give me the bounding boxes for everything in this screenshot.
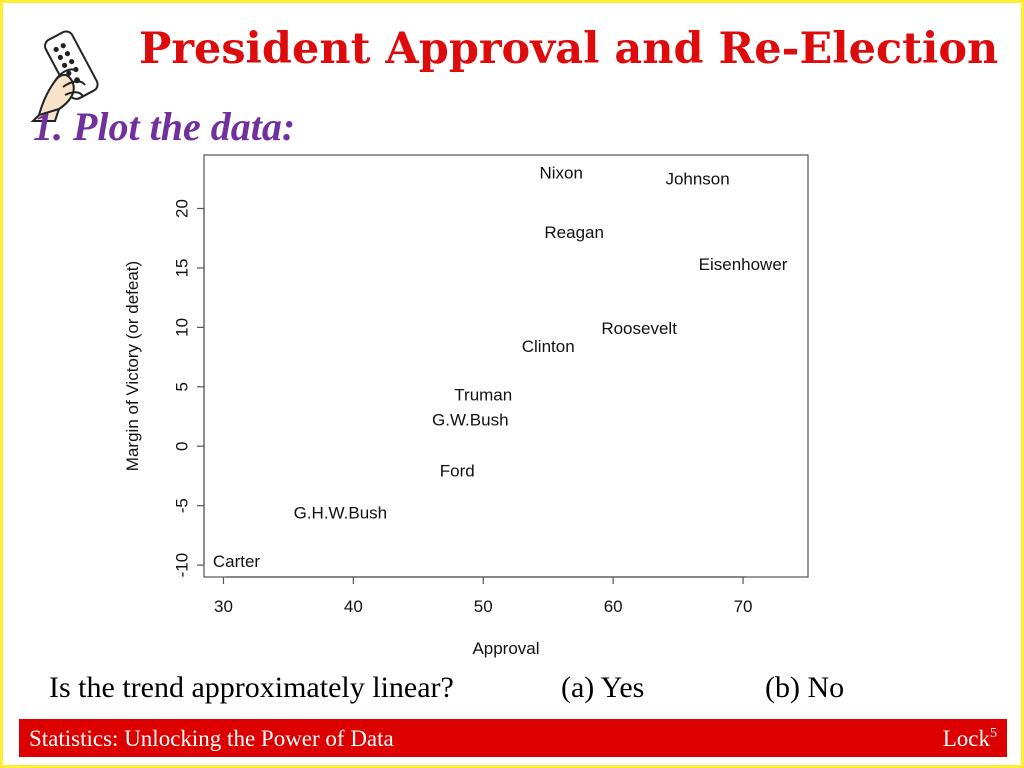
option-b: (b) No [765, 671, 845, 704]
section-subtitle: 1. Plot the data: [33, 104, 296, 149]
footer-course-title: Statistics: Unlocking the Power of Data [29, 726, 394, 751]
y-tick-label: 0 [173, 442, 192, 451]
x-axis-ticks: 30 40 50 60 70 [214, 577, 753, 616]
data-point-label: Carter [213, 552, 261, 571]
data-point-label: Roosevelt [601, 319, 677, 338]
data-points: Nixon Johnson Reagan Eisenhower Roosevelt Cli… [213, 163, 788, 571]
data-point-label: G.H.W.Bush [294, 503, 388, 522]
data-point-label: Johnson [665, 169, 729, 188]
data-point-label: Ford [440, 462, 475, 481]
x-tick-label: 40 [344, 597, 363, 616]
x-tick-label: 50 [474, 597, 493, 616]
x-tick-label: 70 [734, 597, 753, 616]
y-tick-label: 15 [173, 258, 192, 277]
x-tick-label: 30 [214, 597, 233, 616]
y-tick-label: -10 [173, 553, 192, 578]
x-axis-label: Approval [472, 639, 539, 658]
footer-author: Lock5 [943, 725, 997, 753]
y-axis-ticks: -10 -5 0 5 10 15 20 [173, 199, 204, 578]
footer-bar: Statistics: Unlocking the Power of Data … [19, 719, 1007, 757]
page-title: President Approval and Re-Election [139, 24, 999, 74]
x-tick-label: 60 [604, 597, 623, 616]
y-tick-label: 20 [173, 199, 192, 218]
data-point-label: Clinton [522, 337, 575, 356]
data-point-label: Eisenhower [699, 255, 788, 274]
question-text: Is the trend approximately linear? [49, 671, 454, 704]
y-axis-label: Margin of Victory (or defeat) [123, 261, 142, 471]
scatter-chart: 30 40 50 60 70 -10 -5 0 5 10 15 20 Nixon Johnson Rea… [123, 154, 809, 658]
footer-author-name: Lock [942, 726, 990, 751]
footer-author-superscript: 5 [990, 726, 997, 741]
y-tick-label: 10 [173, 318, 192, 337]
y-tick-label: -5 [173, 498, 192, 513]
hand-holding-remote-icon [30, 30, 99, 122]
data-point-label: G.W.Bush [432, 411, 509, 430]
data-point-label: Truman [454, 386, 512, 405]
option-a: (a) Yes [561, 671, 645, 704]
y-tick-label: 5 [173, 382, 192, 391]
data-point-label: Nixon [539, 163, 582, 182]
data-point-label: Reagan [544, 223, 604, 242]
